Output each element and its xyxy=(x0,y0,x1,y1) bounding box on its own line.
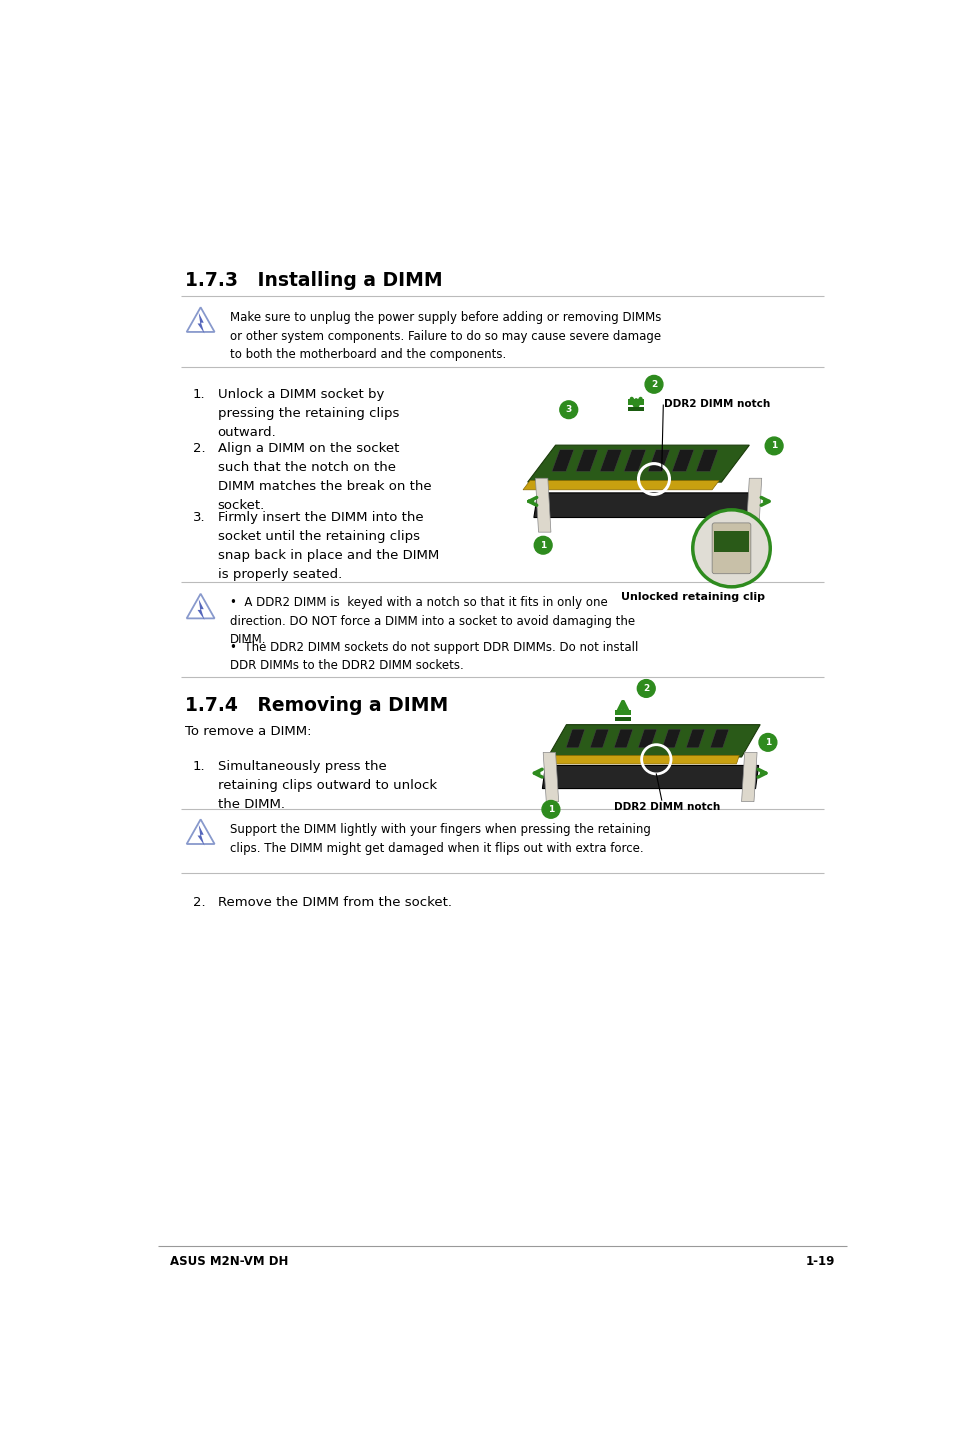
Polygon shape xyxy=(542,752,558,801)
Circle shape xyxy=(764,437,782,454)
Bar xyxy=(628,398,643,406)
Text: 2.: 2. xyxy=(193,441,205,454)
Polygon shape xyxy=(745,479,760,532)
Polygon shape xyxy=(614,729,632,748)
Polygon shape xyxy=(623,450,645,472)
FancyBboxPatch shape xyxy=(711,523,750,574)
Bar xyxy=(615,710,630,716)
Text: Make sure to unplug the power supply before adding or removing DIMMs
or other sy: Make sure to unplug the power supply bef… xyxy=(230,311,660,361)
Text: Simultaneously press the
retaining clips outward to unlock
the DIMM.: Simultaneously press the retaining clips… xyxy=(217,761,436,811)
Text: 1.7.4   Removing a DIMM: 1.7.4 Removing a DIMM xyxy=(185,696,448,715)
Polygon shape xyxy=(547,725,760,756)
Text: 2: 2 xyxy=(642,684,649,693)
Polygon shape xyxy=(576,450,598,472)
Circle shape xyxy=(692,510,769,587)
Text: 1: 1 xyxy=(539,541,546,549)
Circle shape xyxy=(559,401,578,418)
Polygon shape xyxy=(647,450,669,472)
Polygon shape xyxy=(527,446,748,482)
Text: 1.7.3   Installing a DIMM: 1.7.3 Installing a DIMM xyxy=(185,272,442,290)
Circle shape xyxy=(644,375,662,393)
Text: 1: 1 xyxy=(547,805,554,814)
Text: Unlocked retaining clip: Unlocked retaining clip xyxy=(620,592,764,603)
Text: Support the DIMM lightly with your fingers when pressing the retaining
clips. Th: Support the DIMM lightly with your finge… xyxy=(230,823,650,854)
Text: 1: 1 xyxy=(770,441,777,450)
Polygon shape xyxy=(197,312,204,334)
Text: 1: 1 xyxy=(764,738,770,746)
Polygon shape xyxy=(197,600,204,620)
Text: Unlock a DIMM socket by
pressing the retaining clips
outward.: Unlock a DIMM socket by pressing the ret… xyxy=(217,388,398,439)
Text: 3.: 3. xyxy=(193,512,205,525)
Bar xyxy=(615,718,630,720)
Text: DDR2 DIMM notch: DDR2 DIMM notch xyxy=(614,801,720,811)
Polygon shape xyxy=(710,729,728,748)
Polygon shape xyxy=(590,729,608,748)
Text: 1.: 1. xyxy=(193,761,205,774)
Text: Remove the DIMM from the socket.: Remove the DIMM from the socket. xyxy=(217,896,451,909)
Text: ASUS M2N-VM DH: ASUS M2N-VM DH xyxy=(170,1255,288,1268)
Polygon shape xyxy=(661,729,680,748)
Circle shape xyxy=(541,801,559,818)
Text: 2.: 2. xyxy=(193,896,205,909)
Text: Firmly insert the DIMM into the
socket until the retaining clips
snap back in pl: Firmly insert the DIMM into the socket u… xyxy=(217,512,438,581)
Text: To remove a DIMM:: To remove a DIMM: xyxy=(185,725,312,739)
Polygon shape xyxy=(197,825,204,846)
Circle shape xyxy=(534,536,552,554)
Polygon shape xyxy=(522,480,719,490)
Polygon shape xyxy=(535,479,550,532)
Circle shape xyxy=(759,733,776,751)
Polygon shape xyxy=(672,450,693,472)
Text: 2: 2 xyxy=(650,380,657,388)
Circle shape xyxy=(637,680,655,697)
Text: Align a DIMM on the socket
such that the notch on the
DIMM matches the break on : Align a DIMM on the socket such that the… xyxy=(217,441,431,512)
Polygon shape xyxy=(534,493,754,518)
Polygon shape xyxy=(599,450,621,472)
Text: •  A DDR2 DIMM is  keyed with a notch so that it fits in only one
direction. DO : • A DDR2 DIMM is keyed with a notch so t… xyxy=(230,597,635,646)
Text: 1.: 1. xyxy=(193,388,205,401)
Polygon shape xyxy=(565,729,584,748)
Text: 3: 3 xyxy=(565,406,571,414)
Polygon shape xyxy=(740,752,757,801)
Polygon shape xyxy=(685,729,704,748)
Polygon shape xyxy=(638,729,656,748)
Bar xyxy=(714,531,748,552)
Polygon shape xyxy=(547,755,739,764)
Polygon shape xyxy=(696,450,717,472)
Text: •  The DDR2 DIMM sockets do not support DDR DIMMs. Do not install
DDR DIMMs to t: • The DDR2 DIMM sockets do not support D… xyxy=(230,641,638,672)
Text: 1-19: 1-19 xyxy=(805,1255,835,1268)
Polygon shape xyxy=(542,765,758,788)
Bar xyxy=(628,407,643,411)
Text: DDR2 DIMM notch: DDR2 DIMM notch xyxy=(663,398,769,408)
Polygon shape xyxy=(552,450,573,472)
